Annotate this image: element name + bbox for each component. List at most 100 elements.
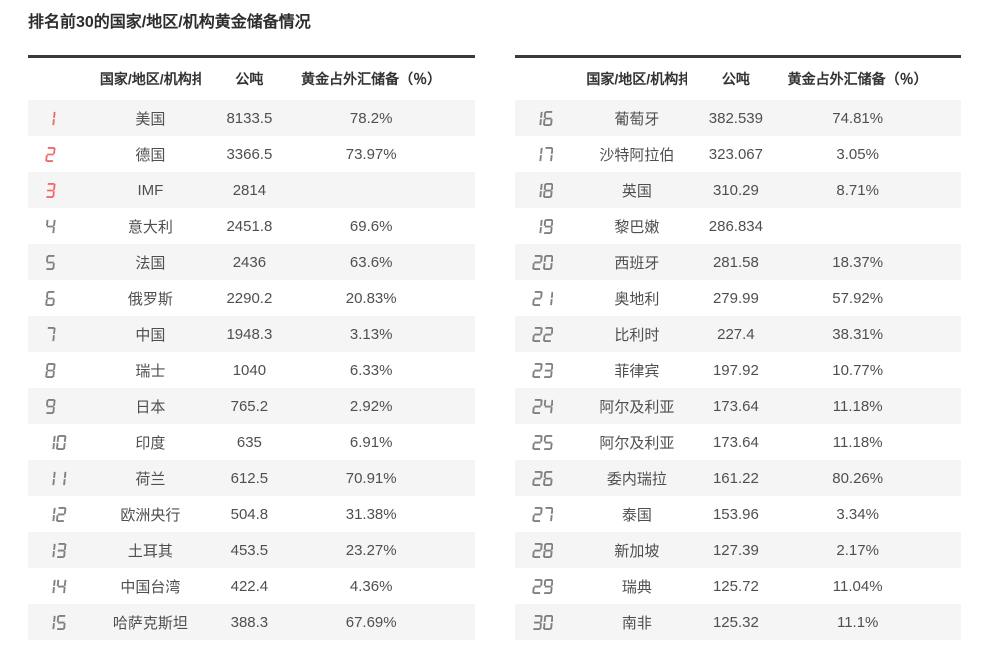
- header-row: 国家/地区/机构排名公吨黄金占外汇储备（％）: [28, 56, 475, 100]
- tonnes-cell: 197.92: [712, 361, 759, 379]
- rank-cell: [28, 172, 100, 208]
- table-row: 菲律宾 197.92 10.77%: [514, 352, 961, 388]
- tonnes-cell: 2814: [232, 181, 267, 199]
- rank-cell: [515, 100, 587, 136]
- tonnes-cell: 279.99: [712, 289, 759, 307]
- table-row: IMF 2814: [28, 172, 475, 208]
- tonnes-cell: 1040: [232, 361, 267, 379]
- header-name: 国家/地区/机构排名: [586, 56, 688, 100]
- pct-cell: 11.1%: [836, 613, 879, 631]
- seven-segment-rank: [538, 219, 553, 235]
- pct-cell: 73.97%: [345, 145, 397, 163]
- table-row: 新加坡 127.39 2.17%: [514, 532, 961, 568]
- seven-segment-rank: [52, 435, 67, 451]
- tonnes-cell: 453.5: [230, 541, 269, 559]
- name-cell: 瑞典: [621, 578, 652, 596]
- rank-cell: [28, 244, 100, 280]
- name-cell: 菲律宾: [614, 362, 660, 380]
- tonnes-cell: 388.3: [230, 613, 269, 631]
- seven-segment-rank: [532, 615, 553, 631]
- seven-segment-rank: [531, 543, 553, 559]
- table-row: 意大利 2451.8 69.6%: [28, 208, 475, 244]
- name-cell: 瑞士: [135, 362, 166, 380]
- table-row: 土耳其 453.5 23.27%: [28, 532, 475, 568]
- tonnes-cell: 3366.5: [226, 145, 273, 163]
- table-row: 印度 635 6.91%: [28, 424, 475, 460]
- tonnes-cell: 635: [236, 433, 262, 451]
- table-row: 泰国 153.96 3.34%: [514, 496, 961, 532]
- table-row: 阿尔及利亚 173.64 11.18%: [514, 424, 961, 460]
- seven-segment-rank: [531, 579, 553, 595]
- name-cell: 西班牙: [614, 254, 660, 272]
- seven-segment-rank: [531, 255, 553, 271]
- rank-cell: [515, 172, 587, 208]
- pct-cell: 70.91%: [345, 469, 397, 487]
- tonnes-cell: 161.22: [712, 469, 759, 487]
- pct-cell: 31.38%: [345, 505, 397, 523]
- tonnes-cell: 1948.3: [226, 325, 273, 343]
- rank-cell: [28, 136, 100, 172]
- table-row: 俄罗斯 2290.2 20.83%: [28, 280, 475, 316]
- pct-cell: 57.92%: [832, 289, 884, 307]
- rank-cell: [515, 244, 587, 280]
- table-row: 南非 125.32 11.1%: [514, 604, 961, 640]
- rank-cell: [515, 424, 587, 460]
- tonnes-cell: 281.58: [712, 253, 759, 271]
- table-row: 葡萄牙 382.539 74.81%: [514, 100, 961, 136]
- seven-segment-rank: [45, 219, 56, 234]
- name-cell: 南非: [621, 614, 652, 632]
- rank-cell: [515, 316, 587, 352]
- seven-segment-rank: [45, 291, 55, 306]
- seven-segment-rank: [531, 363, 553, 379]
- table-row: 比利时 227.4 38.31%: [514, 316, 961, 352]
- name-cell: 哈萨克斯坦: [112, 614, 188, 632]
- table-row: 沙特阿拉伯 323.067 3.05%: [514, 136, 961, 172]
- rank-cell: [28, 100, 100, 136]
- tonnes-cell: 310.29: [712, 181, 759, 199]
- table-row: 奥地利 279.99 57.92%: [514, 280, 961, 316]
- table-row: 荷兰 612.5 70.91%: [28, 460, 475, 496]
- seven-segment-rank: [538, 111, 553, 127]
- tonnes-cell: 173.64: [712, 433, 759, 451]
- name-cell: 法国: [135, 254, 166, 272]
- header-pct: 黄金占外汇储备（％）: [297, 56, 475, 100]
- seven-segment-rank: [531, 327, 553, 343]
- seven-segment-rank: [531, 507, 553, 523]
- gold-reserves-table-left: 国家/地区/机构排名公吨黄金占外汇储备（％） 美国 8133.5 78.2% 德国 336…: [28, 55, 475, 640]
- name-cell: 美国: [135, 110, 166, 128]
- rank-cell: [515, 496, 587, 532]
- table-row: 西班牙 281.58 18.37%: [514, 244, 961, 280]
- rank-cell: [515, 388, 587, 424]
- rank-cell: [28, 496, 100, 532]
- pct-cell: [298, 172, 475, 208]
- header-tonnes: 公吨: [200, 56, 298, 100]
- rank-cell: [515, 280, 587, 316]
- seven-segment-rank: [538, 183, 553, 199]
- pct-cell: 80.26%: [832, 469, 884, 487]
- header-tonnes: 公吨: [687, 56, 785, 100]
- rank-cell: [28, 352, 100, 388]
- seven-segment-rank: [538, 147, 553, 162]
- header-rank: [514, 56, 587, 100]
- rank-cell: [515, 532, 587, 568]
- pct-cell: 3.34%: [836, 505, 879, 523]
- tonnes-cell: 173.64: [712, 397, 759, 415]
- tonnes-cell: 765.2: [230, 397, 269, 415]
- table-row: 英国 310.29 8.71%: [514, 172, 961, 208]
- pct-cell: 6.91%: [349, 433, 393, 451]
- tonnes-cell: 2436: [232, 253, 267, 271]
- tonnes-cell: 125.32: [712, 613, 759, 631]
- tonnes-cell: 612.5: [230, 469, 269, 487]
- pct-cell: 67.69%: [345, 613, 397, 631]
- tonnes-cell: 382.539: [708, 109, 763, 127]
- pct-cell: 69.6%: [349, 217, 393, 235]
- rank-cell: [515, 604, 587, 640]
- seven-segment-rank: [45, 255, 55, 270]
- pct-cell: 2.92%: [349, 397, 393, 415]
- seven-segment-rank: [52, 507, 67, 523]
- name-cell: 中国: [135, 326, 166, 344]
- rank-cell: [28, 532, 100, 568]
- pct-cell: 3.13%: [349, 325, 393, 343]
- table-row: 中国台湾 422.4 4.36%: [28, 568, 475, 604]
- tonnes-cell: 125.72: [712, 577, 759, 595]
